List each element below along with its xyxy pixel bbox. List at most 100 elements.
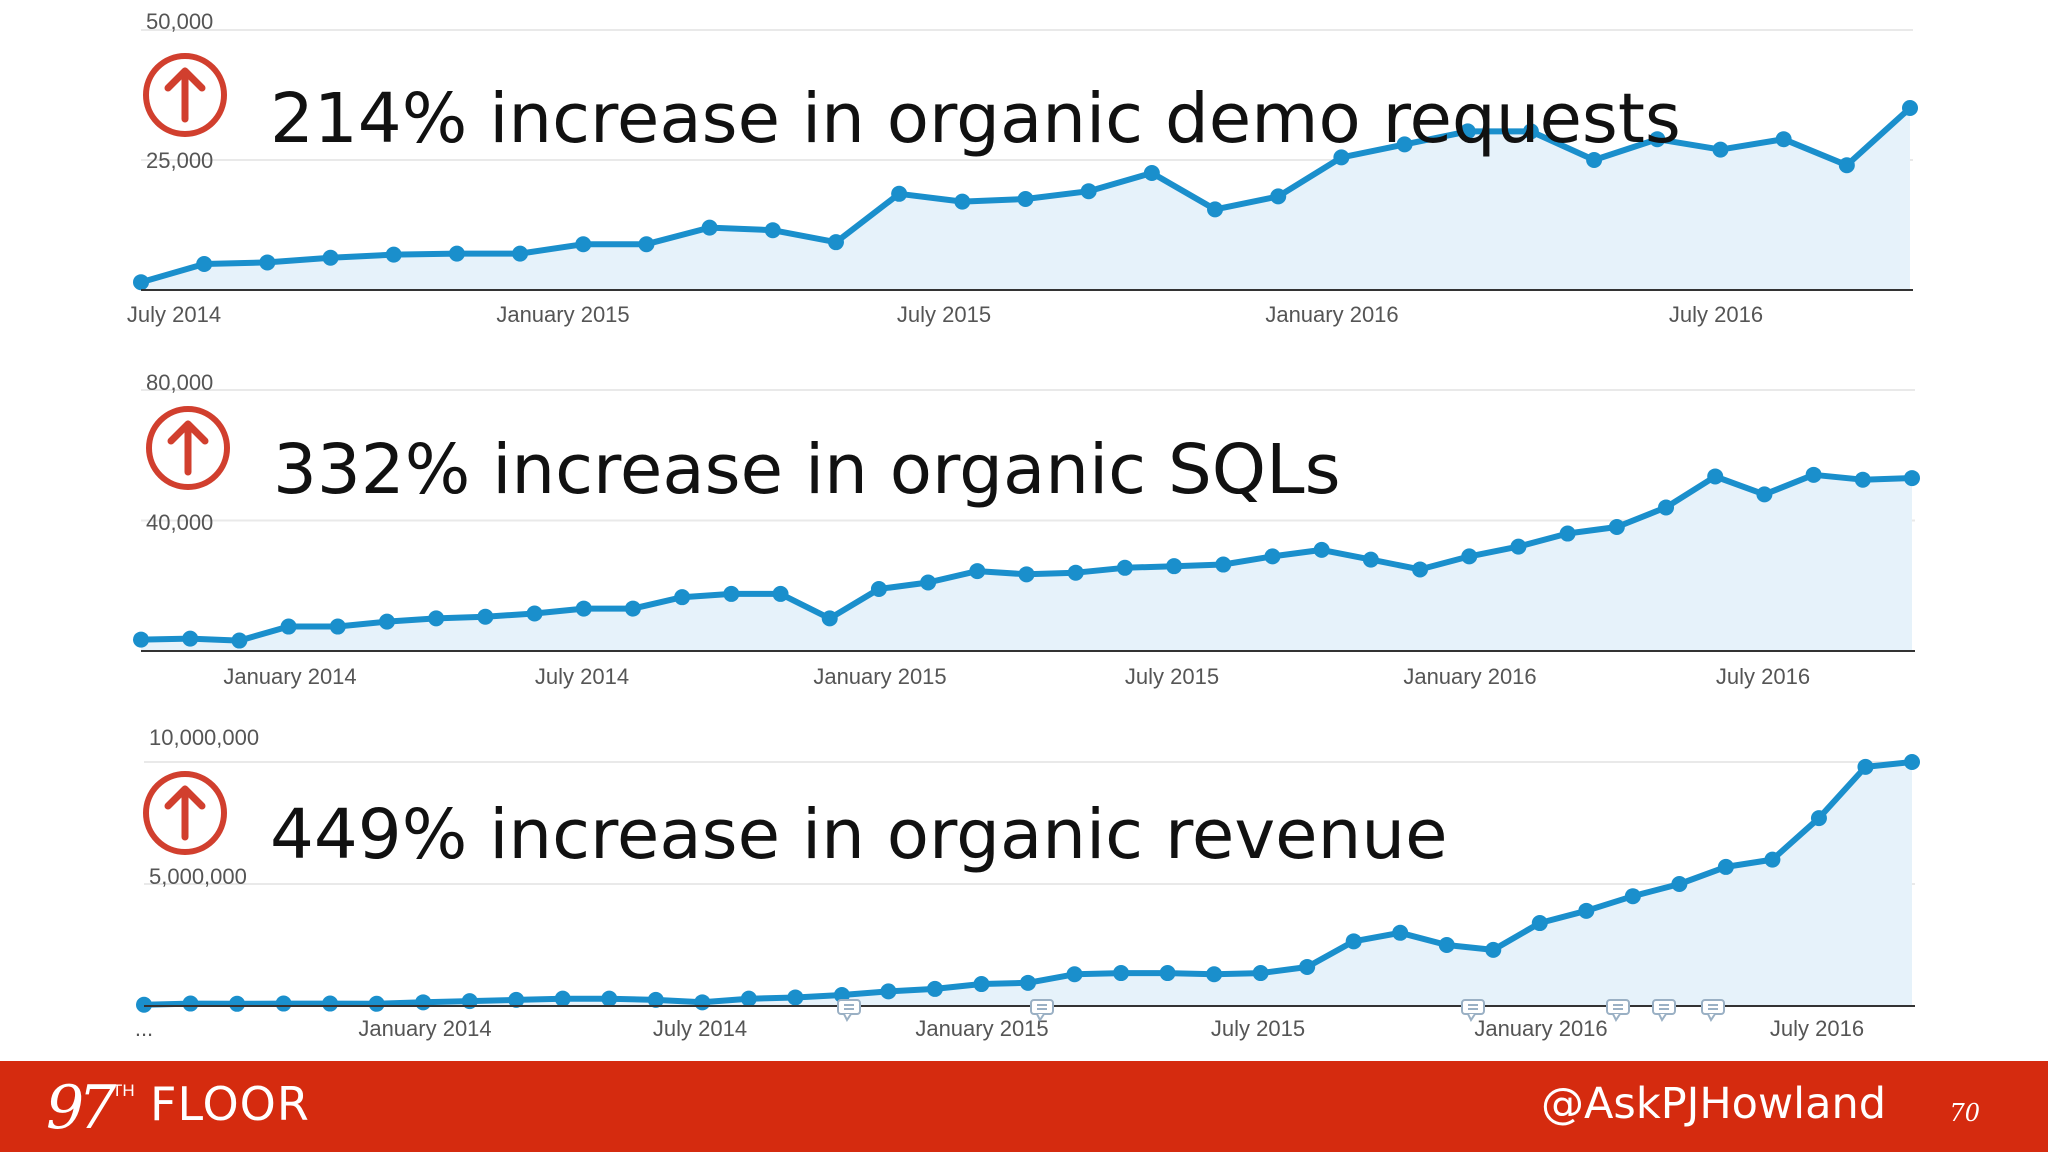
data-point	[1017, 191, 1034, 207]
data-point	[1857, 758, 1874, 775]
data-point	[740, 990, 757, 1007]
data-point	[368, 995, 385, 1012]
data-point	[259, 254, 276, 271]
data-point	[512, 245, 529, 262]
x-tick-label: July 2015	[1125, 664, 1219, 689]
footer-bar: 97 TH FLOOR @AskPJHowland 70	[0, 1061, 2048, 1152]
x-tick-label: January 2015	[915, 1016, 1048, 1041]
data-point	[1510, 538, 1527, 555]
data-point	[196, 256, 213, 272]
data-point	[229, 995, 246, 1012]
data-point	[1531, 915, 1548, 932]
icon-arrow	[167, 420, 209, 476]
page-number: 70	[1949, 1099, 1980, 1127]
x-tick-label: ...	[135, 1016, 153, 1041]
data-point	[1299, 958, 1316, 975]
data-point	[1166, 558, 1183, 575]
data-point	[1392, 924, 1409, 941]
data-point	[1459, 123, 1476, 140]
data-point	[1712, 141, 1729, 158]
x-tick-label: July 2016	[1669, 302, 1763, 327]
data-point	[624, 600, 641, 617]
data-point	[1313, 541, 1330, 558]
data-point	[1207, 201, 1224, 218]
x-tick-label: January 2014	[223, 664, 356, 689]
annotation-marker-icon	[1606, 999, 1630, 1022]
data-point	[133, 274, 149, 291]
data-point	[1649, 131, 1666, 148]
y-tick-label: 10,000,000	[149, 725, 259, 750]
marker-tail	[1612, 1013, 1621, 1022]
data-point	[508, 991, 525, 1008]
x-tick-label: January 2016	[1474, 1016, 1607, 1041]
y-tick-label: 80,000	[146, 370, 213, 395]
brand-logo-word: FLOOR	[150, 1077, 310, 1131]
brand-logo-number: 97	[46, 1073, 116, 1143]
y-tick-label: 40,000	[146, 510, 213, 535]
x-tick-label: July 2015	[1211, 1016, 1305, 1041]
data-point	[870, 581, 887, 598]
marker-tail	[1707, 1013, 1716, 1022]
icon-arrow	[164, 67, 206, 123]
data-point	[1485, 941, 1502, 958]
data-point	[1522, 123, 1539, 140]
data-point	[920, 574, 937, 591]
data-point	[891, 185, 908, 202]
data-point	[133, 631, 149, 648]
chart-2: 80,000 40,000 January 2014 July 2014 January…	[133, 370, 1920, 689]
data-point	[1116, 559, 1133, 576]
data-point	[1080, 183, 1097, 200]
data-point	[827, 234, 844, 251]
data-point	[694, 994, 711, 1011]
data-point	[647, 991, 664, 1008]
data-point	[1396, 136, 1413, 153]
data-point	[1412, 561, 1429, 578]
data-point	[969, 563, 986, 580]
y-tick-label: 25,000	[146, 148, 213, 173]
brand-logo-superscript: TH	[112, 1081, 135, 1100]
icon-arrow	[164, 785, 206, 841]
annotation-marker-icon	[1652, 999, 1676, 1022]
data-point	[1252, 965, 1269, 982]
data-point	[1215, 556, 1232, 573]
data-point	[1159, 965, 1176, 982]
data-point	[1066, 966, 1083, 983]
data-point	[231, 632, 248, 649]
data-point	[1854, 471, 1871, 488]
annotation-marker-icon	[837, 999, 861, 1022]
data-point	[764, 222, 781, 239]
data-point	[973, 976, 990, 993]
data-point	[821, 610, 838, 627]
data-point	[329, 618, 346, 635]
x-tick-label: January 2016	[1403, 664, 1536, 689]
x-tick-label: July 2016	[1716, 664, 1810, 689]
data-point	[1206, 966, 1223, 983]
marker-box	[837, 999, 861, 1015]
data-point	[1671, 876, 1688, 892]
up-arrow-circle-icon	[143, 53, 227, 137]
chart-1: 50,000 25,000 July 2014 January 2015 July 20…	[127, 9, 1918, 327]
marker-tail	[843, 1013, 852, 1022]
data-point	[674, 589, 691, 606]
data-point	[385, 246, 402, 263]
annotation-marker-icon	[1030, 999, 1054, 1022]
data-point	[1143, 165, 1160, 181]
marker-box	[1606, 999, 1630, 1015]
icon-ring	[143, 771, 227, 855]
data-point	[1461, 548, 1478, 565]
twitter-handle: @AskPJHowland	[1541, 1079, 1886, 1129]
data-point	[136, 996, 152, 1013]
x-tick-label: January 2014	[358, 1016, 491, 1041]
data-point	[638, 236, 655, 253]
data-point	[182, 630, 199, 647]
data-point	[1904, 754, 1920, 770]
data-point	[415, 994, 432, 1011]
data-point	[554, 990, 571, 1007]
data-point	[1717, 858, 1734, 875]
data-point	[1586, 152, 1603, 168]
annotation-marker-icon	[1461, 999, 1485, 1022]
data-point	[1838, 157, 1855, 174]
data-point	[428, 610, 445, 627]
icon-ring	[143, 53, 227, 137]
